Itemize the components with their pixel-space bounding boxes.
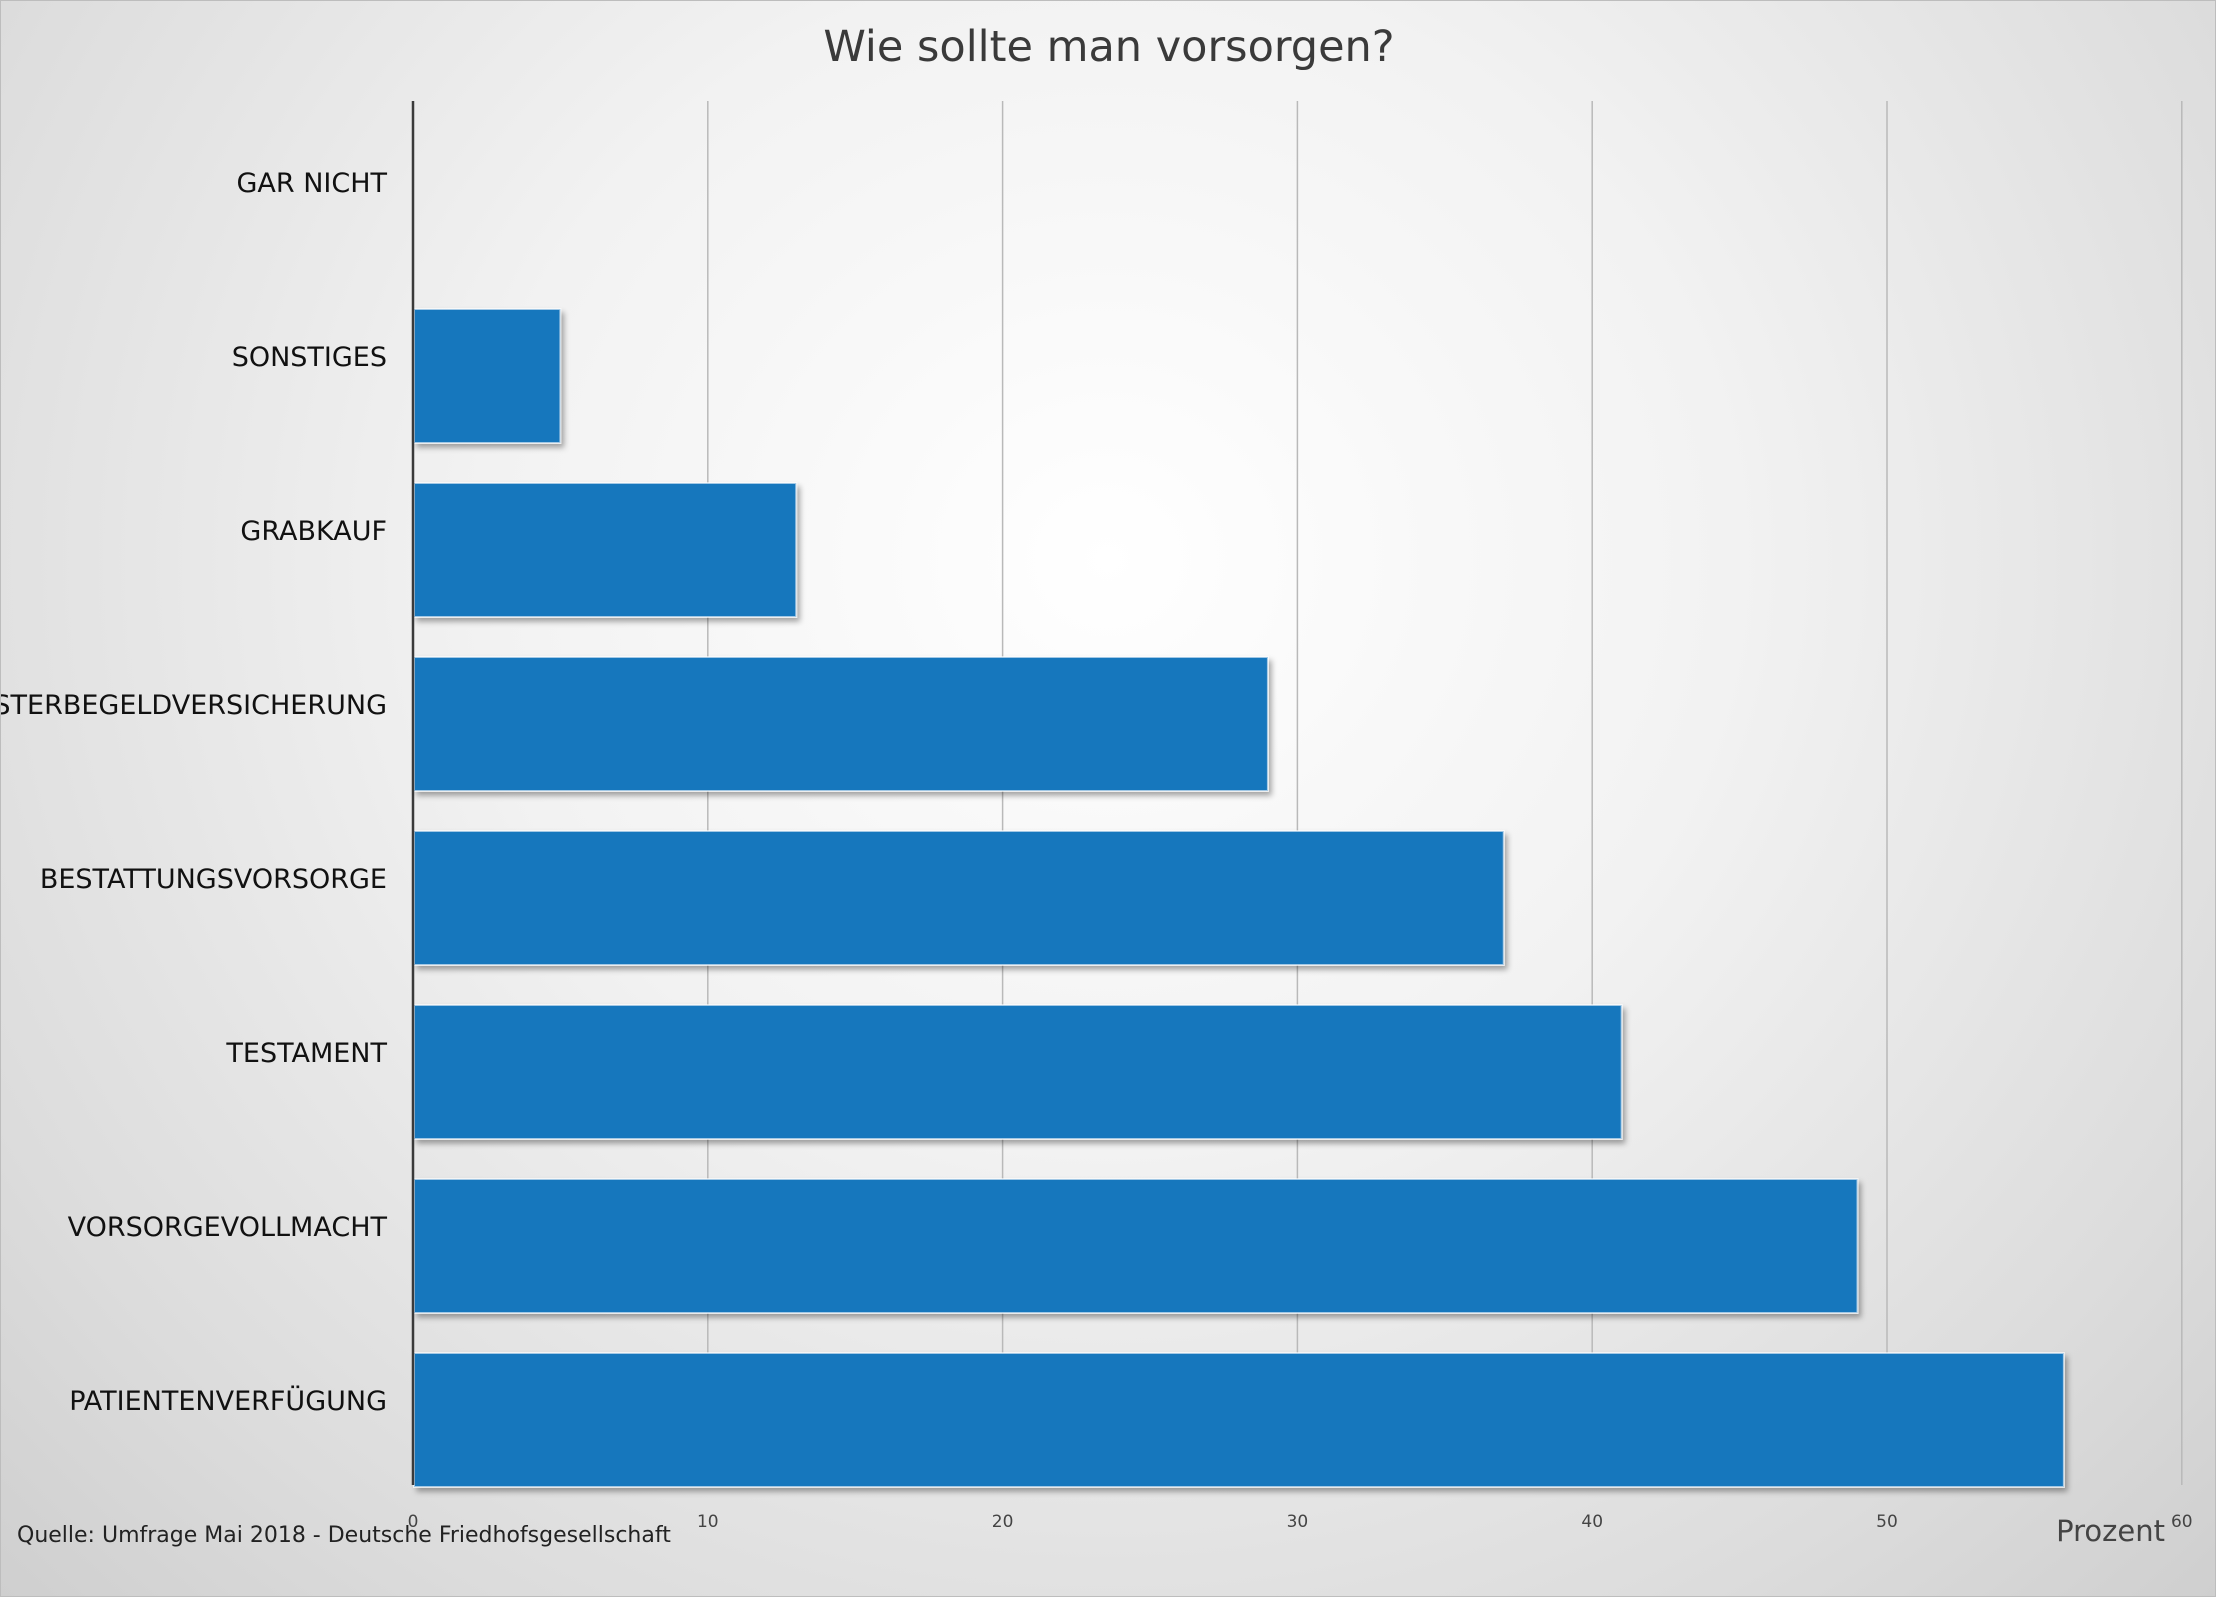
category-label: TESTAMENT xyxy=(225,1038,387,1069)
bar-vorsorgevollmacht xyxy=(413,1178,1859,1314)
chart-title: Wie sollte man vorsorgen? xyxy=(823,22,1394,72)
x-tick-label: 60 xyxy=(2171,1512,2193,1532)
category-label: GRABKAUF xyxy=(240,516,387,547)
x-tick-label: 0 xyxy=(408,1512,419,1532)
category-labels: GAR NICHT SONSTIGES GRABKAUF STERBEGELDVERS… xyxy=(1,168,388,1417)
category-label: PATIENTENVERFÜGUNG xyxy=(69,1385,387,1417)
category-label: GAR NICHT xyxy=(236,168,387,199)
bar-testament xyxy=(413,1004,1623,1140)
bar-sonstiges xyxy=(413,308,562,444)
x-tick-label: 40 xyxy=(1581,1512,1603,1532)
bar-sterbegeldversicherung xyxy=(413,656,1269,792)
x-tick-label: 30 xyxy=(1287,1512,1309,1532)
category-label: BESTATTUNGSVORSORGE xyxy=(40,864,387,895)
x-tick-label: 20 xyxy=(992,1512,1014,1532)
bars xyxy=(413,308,2065,1488)
x-tick-label: 10 xyxy=(697,1512,719,1532)
category-label: VORSORGEVOLLMACHT xyxy=(68,1212,388,1243)
category-label: SONSTIGES xyxy=(232,342,387,373)
x-tick-labels: 0 10 20 30 40 50 60 xyxy=(408,1512,2193,1532)
x-axis-label: Prozent xyxy=(2056,1514,2165,1548)
source-note: Quelle: Umfrage Mai 2018 - Deutsche Frie… xyxy=(17,1523,671,1548)
x-tick-label: 50 xyxy=(1876,1512,1898,1532)
bar-grabkauf xyxy=(413,482,798,618)
bar-patientenverfügung xyxy=(413,1352,2065,1488)
bar-bestattungsvorsorge xyxy=(413,830,1505,966)
category-label: STERBEGELDVERSICHERUNG xyxy=(1,690,387,721)
